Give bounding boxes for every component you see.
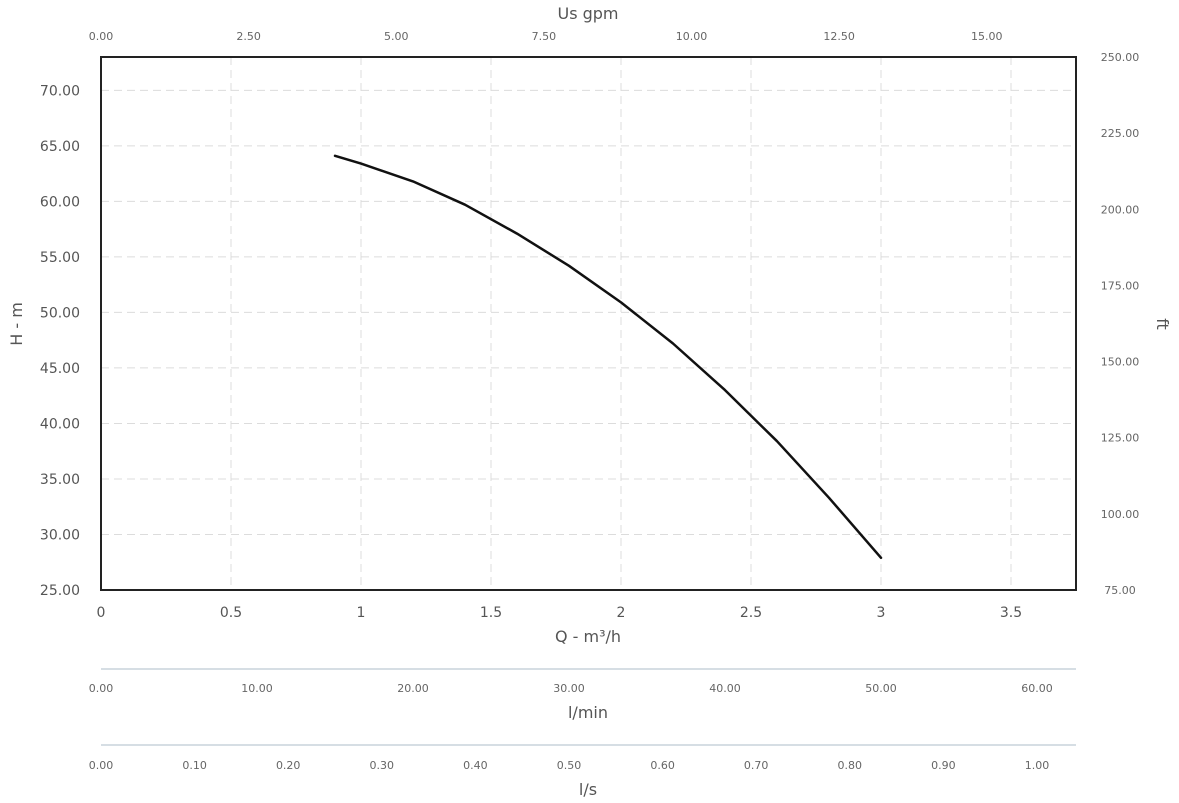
right-axis-title: ft <box>1153 318 1172 330</box>
right-axis-tick-label: 200.00 <box>1101 203 1140 216</box>
y-axis-title: H - m <box>7 302 26 346</box>
bottom-1-axis-tick-label: 40.00 <box>709 682 741 695</box>
y-tick-label: 30.00 <box>40 527 80 543</box>
curve-layer <box>333 154 883 560</box>
x-tick-label: 1 <box>357 605 366 621</box>
x-tick-label: 3.5 <box>1000 605 1022 621</box>
x-tick-label: 2.5 <box>740 605 762 621</box>
y-tick-label: 35.00 <box>40 472 80 488</box>
bottom-1-axis-tick-label: 10.00 <box>241 682 273 695</box>
top-axis-tick-label: 2.50 <box>236 30 261 43</box>
grid-lines <box>101 57 1076 590</box>
right-axis-tick-label: 75.00 <box>1104 584 1136 597</box>
y-tick-label: 45.00 <box>40 361 80 377</box>
bottom-2-axis-tick-label: 0.80 <box>838 759 863 772</box>
tick-labels: 0 0.5 1 1.5 2 2.5 3 3.5 25.00 30.00 35.00 40.00 45.0… <box>40 30 1139 772</box>
y-tick-label: 65.00 <box>40 139 80 155</box>
bottom-2-axis-tick-label: 0.20 <box>276 759 301 772</box>
ls-axis-title: l/s <box>579 780 597 799</box>
top-axis-tick-label: 0.00 <box>89 30 114 43</box>
right-axis-tick-label: 250.00 <box>1101 51 1140 64</box>
x-tick-label: 3 <box>877 605 886 621</box>
bottom-2-axis-tick-label: 0.90 <box>931 759 956 772</box>
bottom-1-axis-tick-label: 60.00 <box>1021 682 1053 695</box>
y-tick-label: 55.00 <box>40 250 80 266</box>
bottom-2-axis-tick-label: 0.50 <box>557 759 582 772</box>
right-axis-tick-label: 125.00 <box>1101 432 1140 445</box>
x-axis-title: Q - m³/h <box>555 627 621 646</box>
bottom-1-axis-tick-label: 30.00 <box>553 682 585 695</box>
bottom-2-axis-tick-label: 0.30 <box>370 759 395 772</box>
y-tick-label: 60.00 <box>40 194 80 210</box>
right-axis-tick-label: 175.00 <box>1101 279 1140 292</box>
top-axis-tick-label: 5.00 <box>384 30 409 43</box>
bottom-2-axis-tick-label: 0.40 <box>463 759 488 772</box>
bottom-1-axis-tick-label: 0.00 <box>89 682 114 695</box>
y-tick-label: 70.00 <box>40 83 80 99</box>
bottom-1-axis-tick-label: 20.00 <box>397 682 429 695</box>
bottom-1-axis-tick-label: 50.00 <box>865 682 897 695</box>
lmin-axis-title: l/min <box>568 703 608 722</box>
top-axis-title: Us gpm <box>557 4 618 23</box>
right-axis-tick-label: 100.00 <box>1101 508 1140 521</box>
x-tick-label: 0 <box>97 605 106 621</box>
right-axis-tick-label: 150.00 <box>1101 356 1140 369</box>
bottom-2-axis-tick-label: 0.60 <box>650 759 675 772</box>
x-tick-label: 0.5 <box>220 605 242 621</box>
bottom-2-axis-tick-label: 0.10 <box>182 759 207 772</box>
top-axis-tick-label: 15.00 <box>971 30 1003 43</box>
right-axis-tick-label: 225.00 <box>1101 127 1140 140</box>
top-axis-tick-label: 12.50 <box>823 30 855 43</box>
bottom-2-axis-tick-label: 0.00 <box>89 759 114 772</box>
y-tick-label: 25.00 <box>40 583 80 599</box>
x-tick-label: 2 <box>617 605 626 621</box>
top-axis-tick-label: 10.00 <box>676 30 708 43</box>
top-axis-tick-label: 7.50 <box>532 30 557 43</box>
head-curve-line <box>333 154 883 560</box>
bottom-2-axis-tick-label: 0.70 <box>744 759 769 772</box>
bottom-2-axis-tick-label: 1.00 <box>1025 759 1050 772</box>
x-tick-label: 1.5 <box>480 605 502 621</box>
y-tick-label: 40.00 <box>40 416 80 432</box>
plot-frame <box>100 56 1077 591</box>
y-tick-label: 50.00 <box>40 305 80 321</box>
